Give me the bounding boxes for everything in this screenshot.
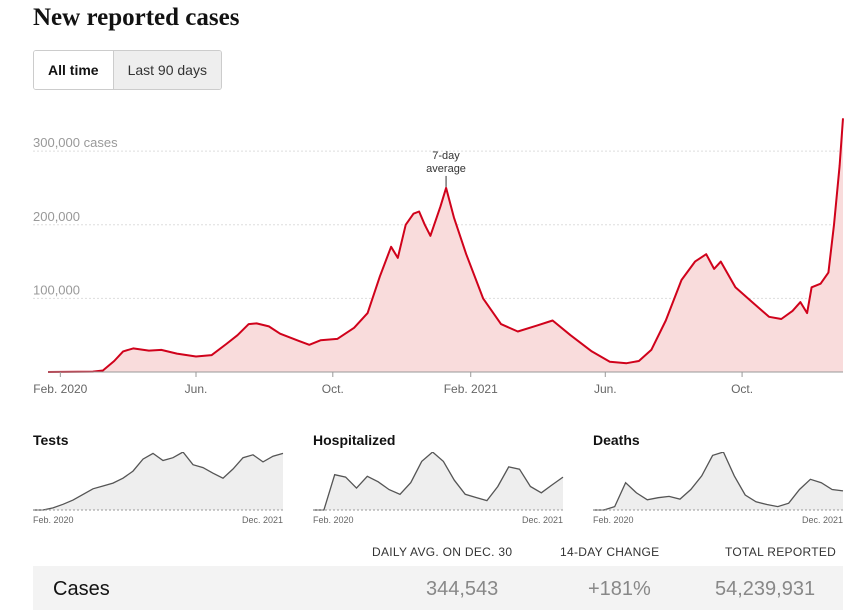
daily-avg-header: DAILY AVG. ON DEC. 30: [372, 545, 513, 559]
mini-area: [593, 452, 843, 510]
summary-row-label: Cases: [53, 578, 110, 600]
change-value: +181%: [588, 578, 651, 600]
range-tabs: All time Last 90 days: [33, 50, 222, 90]
mini-area: [33, 452, 283, 510]
deaths-title: Deaths: [593, 432, 640, 448]
x-tick-label: Oct.: [322, 382, 344, 396]
mini-line: [33, 452, 284, 511]
tab-all-time[interactable]: All time: [34, 51, 113, 89]
annotation-label-2: average: [426, 163, 466, 175]
total-value: 54,239,931: [715, 578, 816, 600]
mini-end-label: Dec. 2021: [522, 515, 563, 525]
tests-title: Tests: [33, 432, 69, 448]
mini-start-label: Feb. 2020: [33, 515, 74, 525]
cases-summary-row: Cases 344,543 +181% 54,239,931: [33, 566, 843, 610]
cases-line: [47, 118, 844, 373]
mini-end-label: Dec. 2021: [242, 515, 283, 525]
mini-line: [313, 452, 564, 511]
cases-area: [48, 118, 843, 372]
page-title: New reported cases: [33, 4, 240, 31]
tab-last-90-days[interactable]: Last 90 days: [112, 51, 221, 89]
hospitalized-title: Hospitalized: [313, 432, 396, 448]
annotation-label-1: 7-day: [432, 150, 460, 162]
mini-start-label: Feb. 2020: [313, 515, 354, 525]
total-header: TOTAL REPORTED: [725, 545, 837, 559]
cases-chart: 300,000 cases 200,000 100,000 Feb. 2020 Jun.…: [33, 118, 844, 396]
hospitalized-chart: Feb. 2020 Dec. 2021: [313, 452, 564, 525]
mini-end-label: Dec. 2021: [802, 515, 843, 525]
y-tick-label: 100,000: [33, 282, 80, 297]
mini-line: [593, 452, 844, 511]
mini-area: [313, 452, 563, 510]
y-tick-label: 200,000: [33, 209, 80, 224]
daily-avg-value: 344,543: [426, 578, 499, 600]
deaths-chart: Feb. 2020 Dec. 2021: [593, 452, 844, 525]
tests-chart: Feb. 2020 Dec. 2021: [33, 452, 284, 525]
change-header: 14-DAY CHANGE: [560, 545, 660, 559]
x-tick-label: Jun.: [594, 382, 617, 396]
mini-start-label: Feb. 2020: [593, 515, 634, 525]
x-tick-label: Feb. 2021: [444, 382, 498, 396]
x-tick-label: Feb. 2020: [33, 382, 87, 396]
x-tick-label: Jun.: [185, 382, 208, 396]
x-tick-label: Oct.: [731, 382, 753, 396]
y-tick-label: 300,000 cases: [33, 135, 118, 150]
